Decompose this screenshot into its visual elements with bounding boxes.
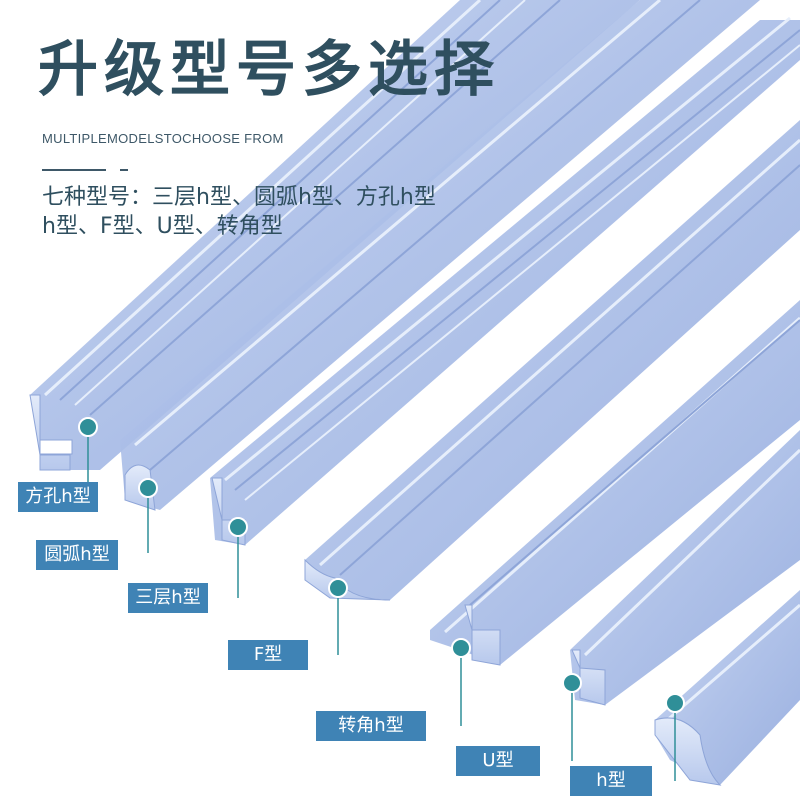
label-f: F型 — [228, 640, 308, 670]
label-corner-h: 转角h型 — [316, 711, 426, 741]
marker-triple-h — [228, 517, 248, 537]
description-line-2: h型、F型、U型、转角型 — [42, 214, 283, 239]
marker-corner-h — [451, 638, 471, 658]
profile-h — [654, 590, 800, 786]
label-u: U型 — [456, 746, 540, 776]
divider-short — [120, 169, 128, 171]
page-title: 升级型号多选择 — [38, 35, 500, 105]
profile-u — [570, 430, 800, 706]
label-arc-h: 圆弧h型 — [36, 540, 118, 570]
divider-long — [42, 169, 106, 171]
page-subtitle: MULTIPLEMODELSTOCHOOSE FROM — [42, 131, 284, 146]
profile-f — [304, 120, 800, 601]
profile-corner-h — [430, 300, 800, 666]
marker-arc-h — [138, 478, 158, 498]
marker-square-hole-h — [78, 417, 98, 437]
description-line-1: 七种型号：三层h型、圆弧h型、方孔h型 — [42, 185, 436, 210]
profile-square-hole-h — [29, 0, 640, 471]
label-square-hole-h: 方孔h型 — [18, 482, 98, 512]
marker-f — [328, 578, 348, 598]
label-triple-h: 三层h型 — [128, 583, 208, 613]
marker-u — [562, 673, 582, 693]
marker-h — [665, 693, 685, 713]
profile-triple-h — [210, 16, 800, 546]
label-h: h型 — [570, 766, 652, 796]
